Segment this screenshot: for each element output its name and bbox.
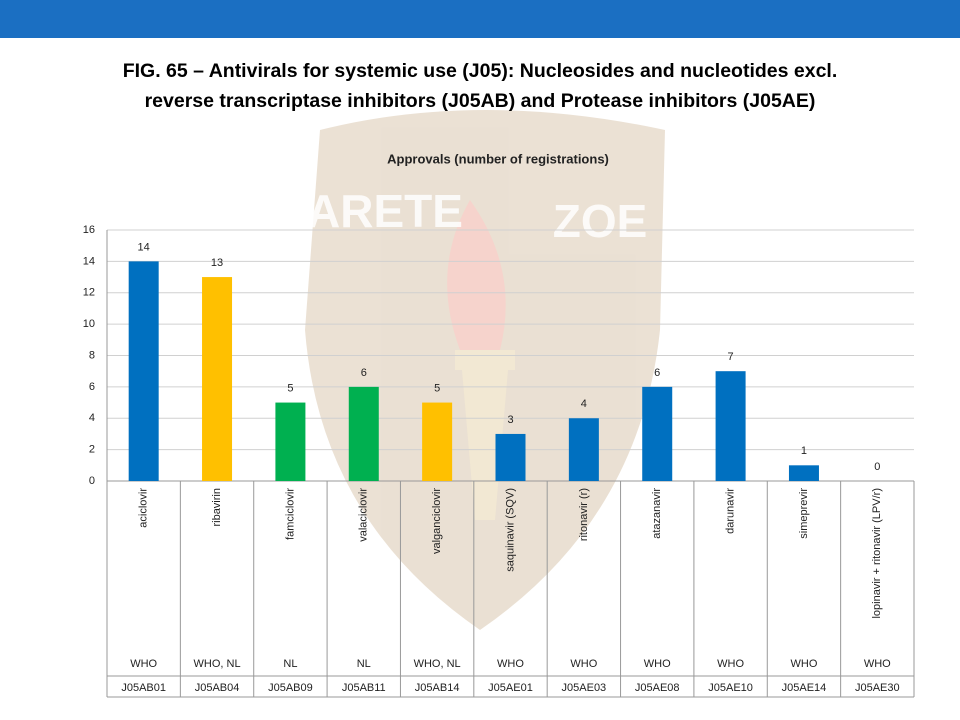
data-label: 13: [211, 257, 223, 269]
x-tick-label: valganciclovir: [431, 488, 443, 554]
data-label: 7: [728, 351, 734, 363]
source-label: WHO: [791, 658, 818, 670]
x-tick-label: valaciclovir: [358, 488, 370, 542]
y-tick-label: 4: [89, 412, 95, 424]
bar: [202, 277, 233, 481]
y-tick-label: 2: [89, 444, 95, 456]
watermark-text: ARETE: [307, 185, 463, 237]
source-label: NL: [357, 658, 371, 670]
x-tick-label: saquinavir (SQV): [504, 488, 516, 572]
title: reverse transcriptase inhibitors (J05AB)…: [145, 90, 816, 112]
x-tick-label: lopinavir + ritonavir (LPV/r): [871, 488, 883, 619]
chart-title: Approvals (number of registrations): [387, 151, 609, 166]
title: FIG. 65 – Antivirals for systemic use (J…: [123, 60, 838, 82]
source-label: WHO, NL: [194, 658, 241, 670]
code-label: J05AE30: [855, 682, 900, 694]
y-tick-label: 8: [89, 349, 95, 361]
y-tick-label: 10: [83, 318, 95, 330]
code-label: J05AB01: [121, 682, 166, 694]
source-label: WHO: [717, 658, 744, 670]
x-tick-label: aciclovir: [138, 488, 150, 528]
code-label: J05AE08: [635, 682, 680, 694]
bar: [788, 465, 819, 481]
code-label: J05AE14: [782, 682, 827, 694]
source-label: WHO: [570, 658, 597, 670]
bar: [568, 418, 599, 481]
code-label: J05AB11: [342, 682, 386, 694]
x-tick-label: atazanavir: [651, 488, 663, 539]
top-band: [0, 0, 960, 38]
bar: [495, 433, 526, 481]
code-label: J05AE01: [488, 682, 533, 694]
data-label: 6: [654, 367, 660, 379]
bar: [422, 402, 453, 481]
source-label: WHO: [644, 658, 671, 670]
data-label: 5: [434, 382, 440, 394]
x-tick-label: ritonavir (r): [578, 488, 590, 541]
code-label: J05AE03: [562, 682, 607, 694]
y-tick-label: 6: [89, 381, 95, 393]
y-tick-label: 12: [83, 287, 95, 299]
bar: [715, 371, 746, 481]
y-tick-label: 14: [83, 255, 95, 267]
x-tick-label: ribavirin: [211, 488, 223, 527]
data-label: 4: [581, 398, 587, 410]
data-label: 3: [507, 414, 513, 426]
data-label: 1: [801, 445, 807, 457]
x-tick-label: simeprevir: [798, 488, 810, 539]
x-tick-label: darunavir: [724, 488, 736, 534]
bar: [642, 386, 673, 481]
x-tick-label: famciclovir: [284, 488, 296, 540]
code-label: J05AE10: [708, 682, 753, 694]
data-label: 5: [287, 382, 293, 394]
code-label: J05AB09: [268, 682, 313, 694]
source-label: WHO: [497, 658, 524, 670]
watermark-text: ZOE: [553, 195, 648, 247]
code-label: J05AB04: [195, 682, 240, 694]
code-label: J05AB14: [415, 682, 460, 694]
data-label: 0: [874, 461, 880, 473]
bar: [348, 386, 379, 481]
source-label: WHO, NL: [414, 658, 461, 670]
bar: [128, 261, 159, 481]
data-label: 6: [361, 367, 367, 379]
y-tick-label: 0: [89, 475, 95, 487]
watermark-shield: [305, 110, 665, 630]
source-label: WHO: [130, 658, 157, 670]
bar: [275, 402, 306, 481]
y-tick-label: 16: [83, 224, 95, 236]
source-label: NL: [283, 658, 297, 670]
data-label: 14: [138, 241, 150, 253]
source-label: WHO: [864, 658, 891, 670]
